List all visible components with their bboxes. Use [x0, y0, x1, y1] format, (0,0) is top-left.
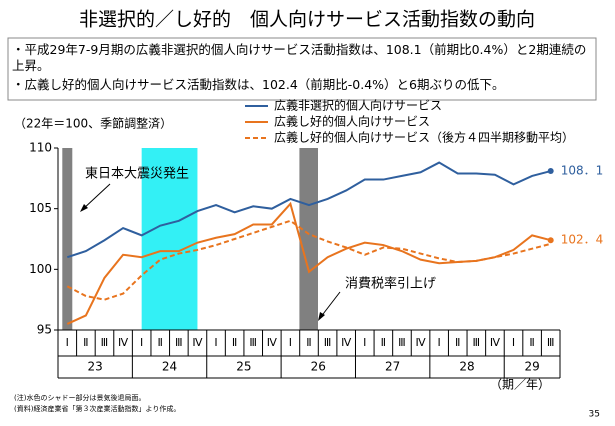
bullet: ・広義し好的個人向けサービス活動指数は、102.4（前期比-0.4%）と6期ぶり… — [12, 77, 505, 92]
x-tick-label: Ⅲ — [175, 336, 183, 349]
x-tick-label: Ⅱ — [455, 336, 460, 349]
x-tick-label: Ⅰ — [66, 336, 69, 349]
event-bar — [299, 148, 318, 330]
end-marker — [547, 168, 554, 175]
x-tick-label: Ⅲ — [398, 336, 406, 349]
bullet: ・平成29年7-9月期の広義非選択的個人向けサービス活動指数は、108.1（前期… — [12, 42, 587, 73]
x-tick-label: Ⅱ — [381, 336, 386, 349]
x-group-label: 27 — [385, 360, 400, 374]
x-group-label: 23 — [88, 360, 103, 374]
x-group-label: 26 — [311, 360, 326, 374]
recession-shade — [141, 148, 198, 330]
event-bar — [62, 148, 73, 330]
value-label: 108．1 — [561, 164, 604, 178]
x-tick-label: Ⅰ — [438, 336, 441, 349]
x-group-label: 24 — [162, 360, 177, 374]
x-tick-label: Ⅱ — [83, 336, 88, 349]
bullet-box — [7, 37, 597, 101]
annotation: 消費税率引上げ — [345, 276, 436, 292]
x-tick-label: Ⅰ — [289, 336, 292, 349]
series-line — [66, 161, 551, 259]
page-number: 35 — [589, 410, 600, 420]
y-tick-label: 100 — [29, 262, 52, 276]
y-tick-label: 95 — [37, 323, 52, 337]
x-group-label: 25 — [236, 360, 251, 374]
x-tick-label: Ⅰ — [512, 336, 515, 349]
legend-label: 広義し好的個人向けサービス（後方４四半期移動平均） — [274, 130, 574, 145]
legend-label: 広義し好的個人向けサービス — [274, 114, 430, 129]
x-tick-label: Ⅲ — [324, 336, 332, 349]
x-tick-label: Ⅲ — [473, 336, 481, 349]
x-tick-label: Ⅲ — [101, 336, 109, 349]
x-tick-label: Ⅲ — [249, 336, 257, 349]
x-group-label: 28 — [459, 360, 474, 374]
x-axis-label: （期／年） — [490, 378, 550, 392]
note: (注)水色のシャドー部分は景気後退局面。 — [14, 393, 145, 402]
value-label: 102．4 — [561, 233, 604, 247]
x-tick-label: Ⅱ — [158, 336, 163, 349]
y-tick-label: 110 — [29, 141, 52, 155]
legend-label: 広義非選択的個人向けサービス — [274, 98, 442, 113]
x-tick-label: Ⅱ — [529, 336, 534, 349]
x-tick-label: Ⅳ — [341, 336, 352, 349]
arrow — [319, 291, 341, 319]
arrow — [81, 183, 111, 211]
series-line — [66, 219, 551, 301]
x-tick-label: Ⅳ — [192, 336, 203, 349]
subtitle: （22年＝100、季節調整済） — [14, 116, 172, 131]
x-tick-label: Ⅱ — [232, 336, 237, 349]
x-tick-label: Ⅲ — [547, 336, 555, 349]
note: (資料)経済産業省「第３次産業活動指数」より作成。 — [14, 404, 180, 413]
end-marker — [547, 237, 554, 244]
annotation: 東日本大震災発生 — [85, 166, 189, 182]
x-tick-label: Ⅱ — [306, 336, 311, 349]
y-tick-label: 105 — [29, 201, 52, 215]
x-tick-label: Ⅳ — [490, 336, 501, 349]
bullets: ・平成29年7-9月期の広義非選択的個人向けサービス活動指数は、108.1（前期… — [12, 42, 596, 96]
x-tick-label: Ⅰ — [214, 336, 217, 349]
x-tick-label: Ⅰ — [363, 336, 366, 349]
title: 非選択的／し好的 個人向けサービス活動指数の動向 — [79, 9, 535, 31]
x-tick-label: Ⅳ — [415, 336, 426, 349]
arrowhead — [80, 204, 88, 212]
arrowhead — [318, 312, 325, 321]
x-tick-label: Ⅰ — [140, 336, 143, 349]
x-tick-label: Ⅳ — [118, 336, 129, 349]
x-tick-label: Ⅳ — [267, 336, 278, 349]
x-group-label: 29 — [524, 360, 539, 374]
